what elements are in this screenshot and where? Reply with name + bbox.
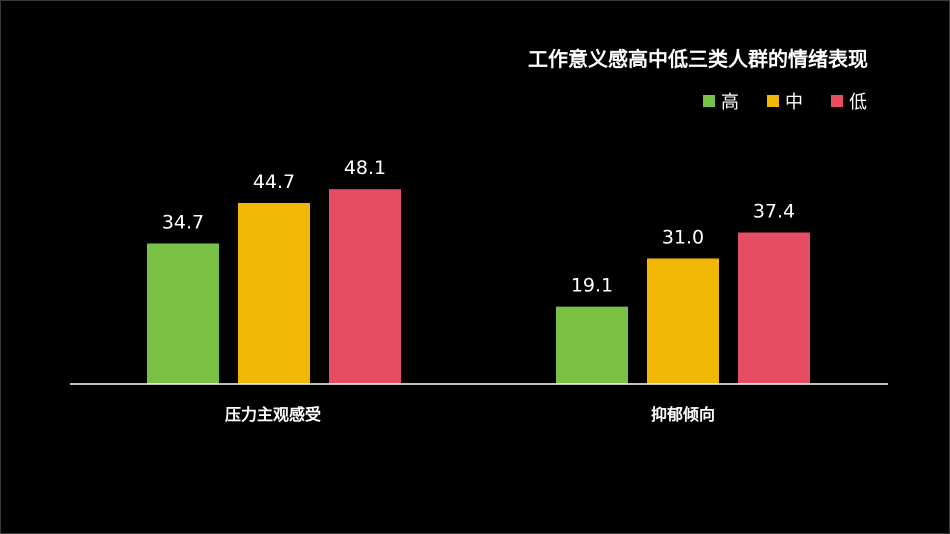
value-label-low-cat0: 48.1 [344, 157, 386, 179]
legend-swatch-high [703, 95, 715, 107]
value-label-low-cat1: 37.4 [753, 201, 795, 223]
value-labels-group: 34.7 19.1 44.7 31.0 48.1 37.4 [162, 157, 795, 296]
bar-low-cat1 [738, 232, 810, 384]
value-label-high-cat1: 19.1 [571, 275, 613, 297]
legend: 高中低 [703, 92, 867, 113]
bars-group [147, 189, 810, 384]
category-label-1: 抑郁倾向 [651, 405, 715, 424]
value-label-high-cat0: 34.7 [162, 211, 204, 233]
legend-swatch-mid [767, 95, 779, 107]
bar-low-cat0 [329, 189, 401, 384]
category-label-0: 压力主观感受 [225, 405, 321, 424]
bar-mid-cat1 [647, 258, 719, 384]
legend-label-low: 低 [849, 92, 867, 113]
bar-high-cat0 [147, 243, 219, 384]
legend-label-high: 高 [721, 92, 739, 113]
chart-title: 工作意义感高中低三类人群的情绪表现 [528, 47, 868, 71]
bar-high-cat1 [556, 306, 628, 384]
value-label-mid-cat1: 31.0 [662, 226, 704, 248]
category-labels-group: 压力主观感受 抑郁倾向 [225, 405, 715, 424]
legend-label-mid: 中 [785, 92, 803, 113]
value-label-mid-cat0: 44.7 [253, 171, 295, 193]
legend-swatch-low [831, 95, 843, 107]
bar-mid-cat0 [238, 202, 310, 384]
